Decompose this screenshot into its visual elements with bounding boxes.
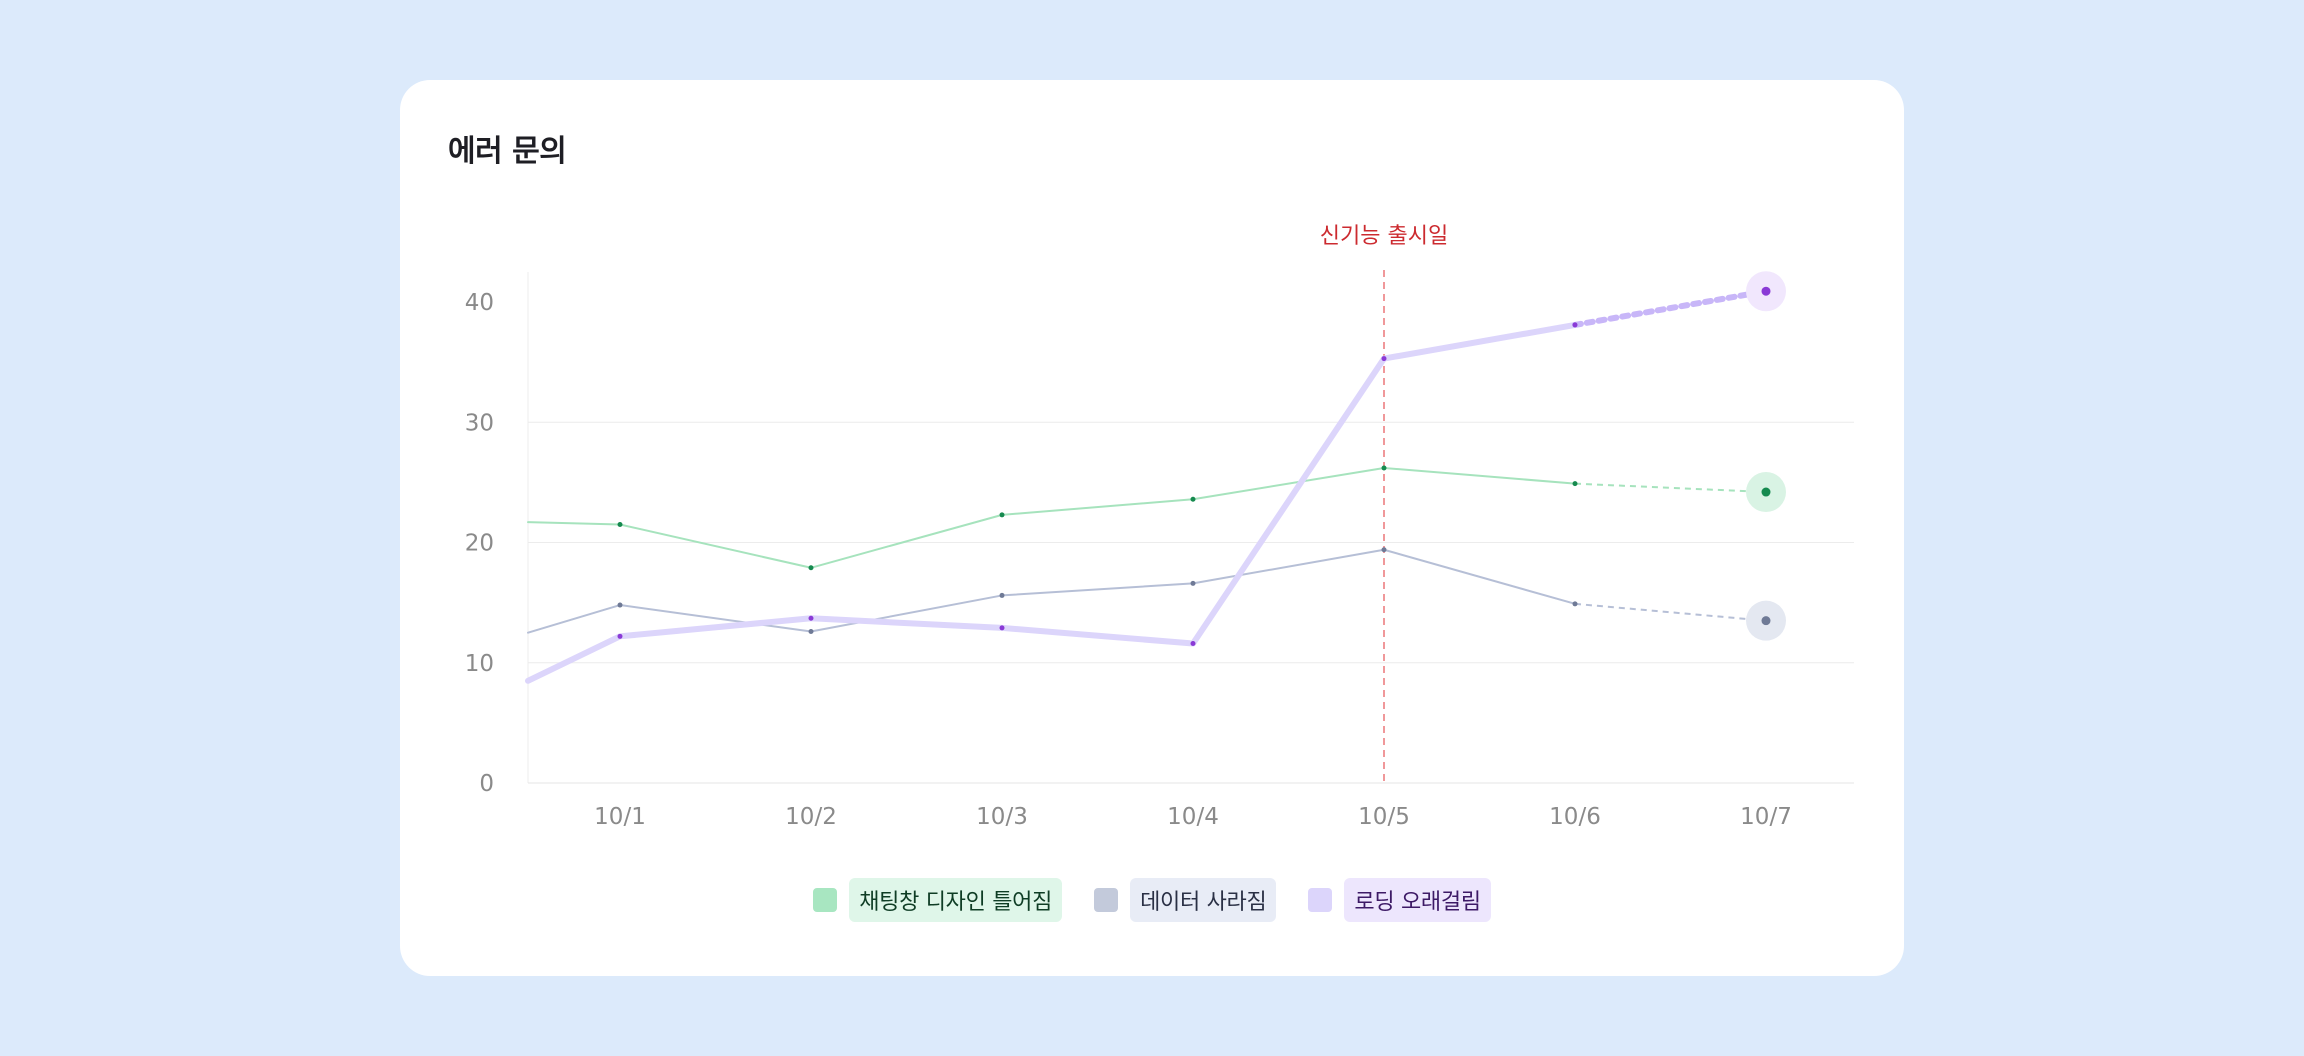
data-point bbox=[999, 625, 1005, 631]
legend-item: 채팅창 디자인 틀어짐 bbox=[813, 878, 1063, 922]
data-point bbox=[808, 629, 814, 635]
data-point-latest bbox=[1761, 487, 1771, 497]
legend-item: 데이터 사라짐 bbox=[1094, 878, 1277, 922]
series-line-0 bbox=[527, 466, 1576, 569]
data-point bbox=[808, 615, 814, 621]
y-tick-label: 30 bbox=[465, 410, 494, 436]
x-tick-label: 10/4 bbox=[1167, 804, 1219, 830]
data-point bbox=[1190, 580, 1196, 586]
series-projection-line-2 bbox=[1572, 288, 1769, 328]
data-point bbox=[1190, 496, 1196, 502]
series-line-1 bbox=[527, 548, 1576, 634]
legend-label: 데이터 사라짐 bbox=[1130, 878, 1277, 922]
chart-card: 에러 문의 0 10 20 30 40 10/1 10/2 10/3 10/4 10/5 10/6 1… bbox=[400, 80, 1904, 976]
data-point-latest bbox=[1761, 616, 1771, 626]
data-point bbox=[1572, 601, 1578, 607]
data-point bbox=[808, 565, 814, 571]
y-tick-label: 40 bbox=[465, 290, 494, 316]
x-tick-label: 10/5 bbox=[1358, 804, 1410, 830]
data-point bbox=[1572, 322, 1578, 328]
legend-label: 로딩 오래걸림 bbox=[1344, 878, 1491, 922]
chart-title: 에러 문의 bbox=[448, 134, 567, 169]
data-point bbox=[1381, 465, 1387, 471]
x-tick-label: 10/1 bbox=[594, 804, 646, 830]
legend-swatch bbox=[813, 888, 838, 912]
legend-item: 로딩 오래걸림 bbox=[1308, 878, 1491, 922]
legend-swatch bbox=[1308, 888, 1333, 912]
y-tick-label: 0 bbox=[479, 771, 494, 797]
data-point-latest bbox=[1761, 286, 1771, 296]
data-point bbox=[999, 592, 1005, 598]
x-tick-label: 10/6 bbox=[1549, 804, 1601, 830]
series-projection-line-0 bbox=[1574, 482, 1767, 494]
data-point bbox=[1381, 356, 1387, 362]
y-tick-label: 10 bbox=[465, 651, 494, 677]
data-point bbox=[999, 512, 1005, 518]
data-point bbox=[617, 521, 623, 527]
chart-legend: 채팅창 디자인 틀어짐 데이터 사라짐 로딩 오래걸림 bbox=[400, 878, 1904, 922]
series-line-2 bbox=[525, 321, 1578, 684]
x-tick-label: 10/2 bbox=[785, 804, 837, 830]
legend-swatch bbox=[1094, 888, 1119, 912]
release-date-label: 신기능 출시일 bbox=[1320, 224, 1448, 249]
data-point bbox=[1381, 547, 1387, 553]
x-tick-label: 10/3 bbox=[976, 804, 1028, 830]
legend-label: 채팅창 디자인 틀어짐 bbox=[849, 878, 1063, 922]
data-point bbox=[1572, 481, 1578, 487]
data-point bbox=[1190, 641, 1196, 647]
series-projection-line-1 bbox=[1574, 602, 1767, 622]
x-tick-label: 10/7 bbox=[1740, 804, 1792, 830]
data-point bbox=[617, 633, 623, 639]
line-chart: 0 10 20 30 40 10/1 10/2 10/3 10/4 10/5 10/6 10/7 신기능… bbox=[465, 224, 1854, 830]
y-tick-label: 20 bbox=[465, 531, 494, 557]
data-point bbox=[617, 602, 623, 608]
